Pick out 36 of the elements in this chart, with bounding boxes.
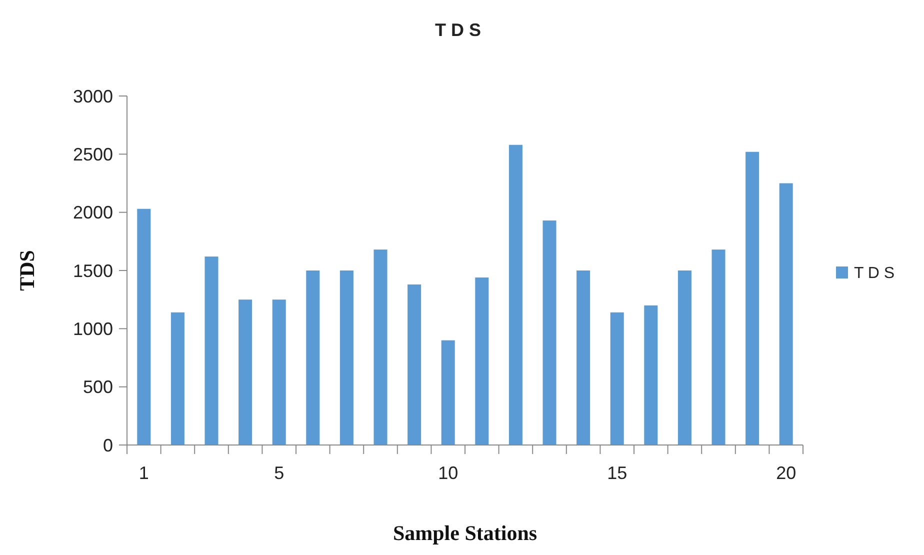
bar (475, 277, 489, 445)
bar (272, 300, 286, 445)
y-tick-label: 1500 (72, 260, 113, 281)
chart-title: T D S (434, 20, 482, 40)
y-tick-label: 2500 (72, 144, 113, 164)
y-tick-label: 500 (82, 377, 113, 398)
y-tick-label: 1000 (72, 318, 113, 339)
x-tick-label: 1 (138, 463, 149, 483)
bar (238, 300, 252, 445)
bar (374, 250, 388, 445)
x-tick-label: 15 (607, 463, 628, 483)
bar (779, 183, 793, 445)
bar (644, 305, 658, 445)
bar (542, 220, 556, 445)
bar (340, 270, 354, 445)
bar (746, 152, 760, 445)
x-axis-title: Sample Stations (392, 521, 538, 545)
y-tick-label: 2000 (72, 202, 113, 223)
bar (204, 256, 218, 445)
bar (508, 144, 522, 445)
bar (408, 284, 422, 445)
x-tick-label: 10 (438, 463, 458, 483)
y-axis-title: TDS (15, 250, 39, 291)
bar (306, 270, 320, 445)
legend-label: T D S (854, 265, 895, 282)
bar (678, 270, 692, 445)
bar (576, 270, 590, 445)
x-tick-label: 5 (274, 463, 284, 483)
bar (170, 312, 184, 445)
y-tick-label: 3000 (72, 86, 113, 106)
bar (441, 340, 455, 445)
y-tick-label: 0 (102, 435, 113, 456)
bar (137, 208, 151, 445)
bar (610, 312, 624, 445)
bar (712, 250, 726, 445)
x-tick-label: 20 (776, 463, 796, 483)
